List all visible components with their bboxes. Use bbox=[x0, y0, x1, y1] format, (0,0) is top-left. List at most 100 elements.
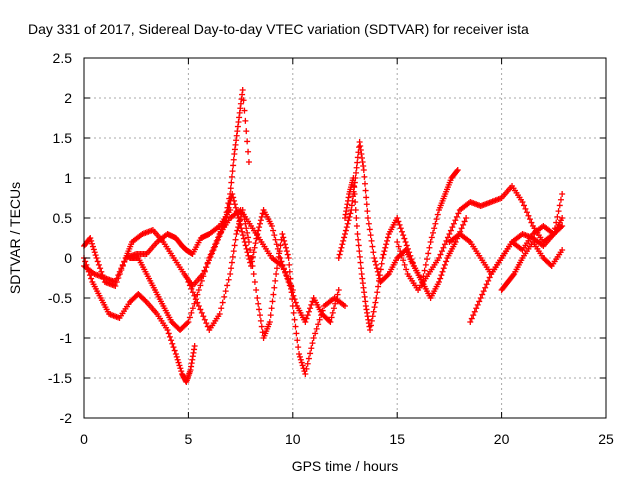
data-point bbox=[245, 252, 252, 259]
data-point bbox=[274, 245, 281, 252]
data-point bbox=[243, 245, 250, 252]
data-point bbox=[286, 282, 293, 289]
data-point bbox=[395, 218, 402, 225]
data-point bbox=[438, 272, 445, 279]
data-point bbox=[189, 305, 196, 312]
data-point bbox=[332, 300, 339, 307]
data-point bbox=[295, 344, 302, 351]
data-point bbox=[345, 217, 352, 224]
data-point bbox=[284, 251, 291, 258]
data-point bbox=[87, 235, 94, 241]
data-point bbox=[382, 244, 389, 251]
data-point bbox=[212, 241, 219, 248]
data-point bbox=[480, 288, 487, 295]
data-point bbox=[452, 217, 459, 224]
data-point bbox=[241, 107, 248, 114]
data-point bbox=[256, 220, 263, 227]
data-point bbox=[242, 220, 249, 227]
y-tick-label: 0.5 bbox=[53, 210, 73, 226]
data-point bbox=[185, 279, 192, 285]
data-point bbox=[89, 243, 96, 250]
data-point bbox=[188, 309, 195, 316]
data-point bbox=[194, 291, 201, 298]
data-point bbox=[296, 353, 303, 360]
data-point bbox=[294, 337, 301, 344]
data-point bbox=[354, 159, 361, 166]
data-point bbox=[302, 371, 309, 377]
data-point bbox=[192, 296, 199, 303]
data-point bbox=[439, 268, 446, 275]
data-point bbox=[258, 213, 265, 220]
data-point bbox=[437, 251, 444, 258]
data-point bbox=[245, 234, 252, 241]
data-point bbox=[279, 261, 286, 268]
data-point bbox=[82, 258, 89, 265]
data-point bbox=[269, 298, 276, 305]
data-point bbox=[201, 316, 208, 323]
data-point bbox=[379, 255, 386, 261]
data-point bbox=[175, 359, 182, 366]
data-point bbox=[92, 252, 99, 259]
data-point bbox=[173, 353, 180, 360]
data-point bbox=[344, 220, 351, 227]
data-point bbox=[400, 257, 407, 264]
data-point bbox=[256, 224, 263, 231]
data-point bbox=[375, 272, 382, 279]
data-point bbox=[188, 285, 195, 292]
data-point bbox=[384, 237, 391, 244]
data-point bbox=[186, 314, 193, 321]
series-track-5 bbox=[185, 207, 348, 377]
data-point bbox=[339, 241, 346, 248]
data-point bbox=[191, 300, 198, 307]
data-point bbox=[368, 317, 375, 324]
data-point bbox=[400, 232, 407, 239]
data-point bbox=[467, 319, 474, 325]
data-point bbox=[333, 296, 340, 303]
data-point bbox=[195, 287, 202, 293]
data-point bbox=[228, 259, 235, 266]
data-point bbox=[89, 240, 96, 247]
data-point bbox=[166, 333, 173, 340]
data-point bbox=[299, 362, 306, 369]
data-point bbox=[433, 216, 440, 223]
y-tick-label: 0 bbox=[64, 250, 72, 266]
data-point bbox=[335, 287, 342, 293]
data-point bbox=[177, 365, 184, 372]
data-point bbox=[274, 259, 281, 266]
data-point bbox=[256, 306, 263, 313]
data-point bbox=[282, 268, 289, 275]
data-point bbox=[280, 265, 287, 272]
data-point bbox=[367, 327, 374, 333]
data-point bbox=[337, 248, 344, 255]
data-point bbox=[401, 235, 408, 242]
data-point bbox=[255, 227, 262, 234]
data-point bbox=[398, 252, 405, 259]
x-tick-label: 5 bbox=[185, 431, 193, 447]
data-point bbox=[210, 244, 217, 251]
data-point bbox=[397, 248, 404, 255]
data-point bbox=[468, 315, 475, 322]
data-point bbox=[431, 225, 438, 232]
data-point bbox=[364, 215, 371, 221]
data-point bbox=[278, 258, 285, 265]
data-point bbox=[238, 225, 245, 232]
data-point bbox=[277, 242, 284, 249]
data-point bbox=[327, 319, 334, 325]
data-point bbox=[88, 237, 95, 244]
data-point bbox=[241, 216, 248, 223]
data-point bbox=[244, 138, 251, 145]
data-point bbox=[282, 244, 289, 251]
data-point bbox=[229, 191, 236, 197]
data-point bbox=[396, 221, 403, 228]
data-point bbox=[97, 265, 104, 272]
data-point bbox=[441, 261, 448, 268]
data-point bbox=[273, 241, 280, 248]
data-point bbox=[98, 268, 105, 275]
data-point bbox=[218, 305, 225, 312]
data-point bbox=[440, 244, 447, 251]
data-point bbox=[244, 229, 251, 236]
data-point bbox=[121, 258, 128, 265]
data-point bbox=[227, 271, 234, 277]
data-point bbox=[277, 255, 284, 261]
data-point bbox=[94, 258, 101, 265]
